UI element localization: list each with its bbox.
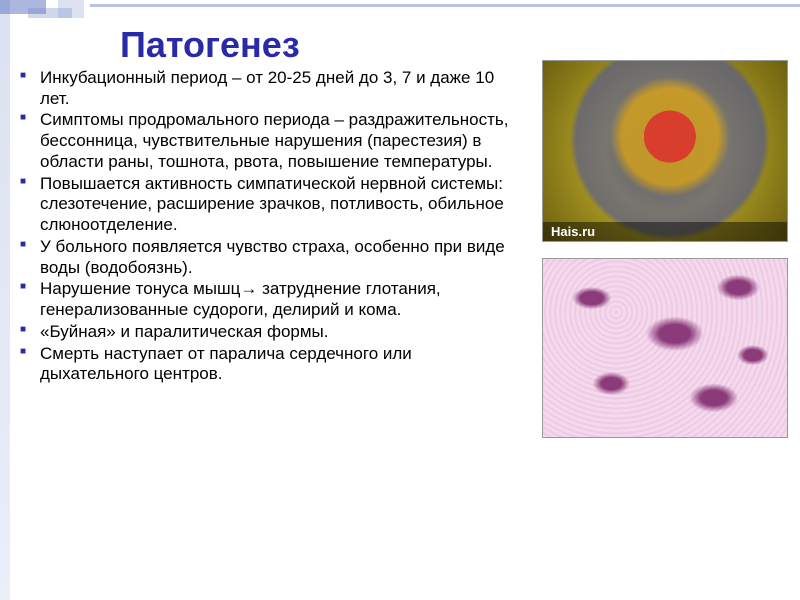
list-item: У больного появляется чувство страха, ос… xyxy=(18,237,518,278)
list-item: Смерть наступает от паралича сердечного … xyxy=(18,344,518,385)
slide-title: Патогенез xyxy=(120,24,300,66)
list-item: Нарушение тонуса мышц→ затруднение глота… xyxy=(18,279,518,320)
list-item: Инкубационный период – от 20-25 дней до … xyxy=(18,68,518,109)
content-area: Инкубационный период – от 20-25 дней до … xyxy=(18,68,518,386)
list-item: Симптомы продромального периода – раздра… xyxy=(18,110,518,172)
figure-column: Hais.ru xyxy=(542,60,788,438)
figure-histology xyxy=(542,258,788,438)
list-item: Повышается активность симпатической нерв… xyxy=(18,174,518,236)
list-item: «Буйная» и паралитическая формы. xyxy=(18,322,518,343)
slide-side-strip xyxy=(0,0,10,600)
figure-virus-micrograph: Hais.ru xyxy=(542,60,788,242)
bullet-list: Инкубационный период – от 20-25 дней до … xyxy=(18,68,518,385)
figure-watermark: Hais.ru xyxy=(543,222,787,241)
